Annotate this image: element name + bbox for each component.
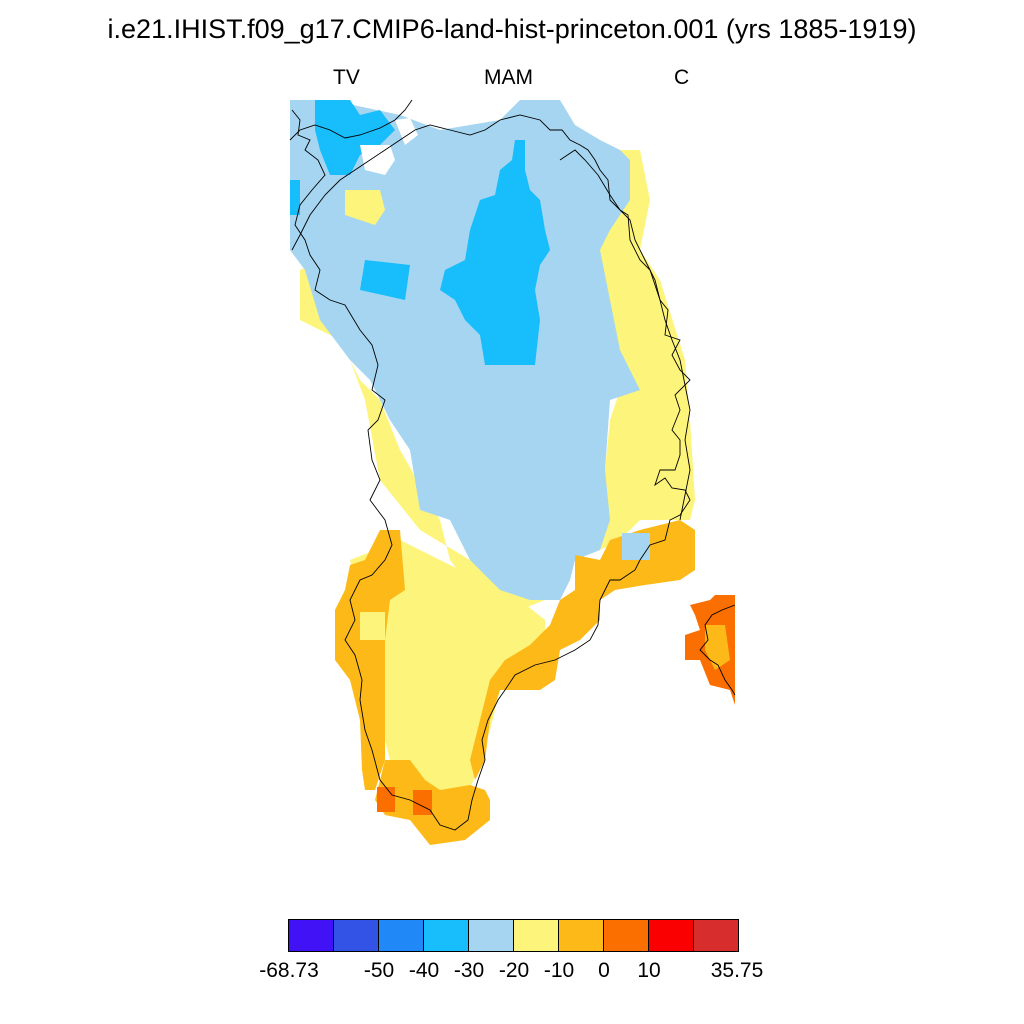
colorbar-swatch bbox=[558, 919, 604, 952]
region-blue-core bbox=[440, 140, 550, 365]
coastline-nw bbox=[289, 99, 413, 141]
coastline-iceland bbox=[699, 604, 736, 696]
colorbar-label: -68.73 bbox=[259, 959, 319, 982]
colorbar-swatch bbox=[288, 919, 334, 952]
colorbar-label: 35.75 bbox=[710, 959, 764, 982]
region-blue-edge bbox=[290, 180, 300, 215]
colorbar-swatch bbox=[603, 919, 649, 952]
colorbar-label: 0 bbox=[598, 959, 610, 982]
region-yellow-south bbox=[350, 540, 545, 800]
region-white-hole bbox=[360, 612, 385, 640]
colorbar-swatch bbox=[378, 919, 424, 952]
region-amber-iceland bbox=[705, 625, 730, 670]
region-gap-1 bbox=[360, 145, 395, 175]
region-blue-small bbox=[360, 260, 410, 300]
colorbar-swatch bbox=[333, 919, 379, 952]
colorbar-swatch bbox=[513, 919, 559, 952]
variable-label: TV bbox=[333, 66, 360, 89]
colorbar-label: -30 bbox=[453, 959, 485, 982]
region-amber-south bbox=[375, 760, 490, 845]
colorbar-label: -10 bbox=[543, 959, 575, 982]
colorbar-swatch bbox=[693, 919, 739, 952]
region-yellow-patch-n bbox=[345, 190, 385, 225]
season-label: MAM bbox=[484, 66, 533, 89]
region-lightblue bbox=[290, 100, 640, 600]
colorbar-swatch bbox=[423, 919, 469, 952]
region-blue-nw bbox=[315, 100, 395, 175]
region-amber-east bbox=[470, 520, 695, 780]
colorbar-label: -50 bbox=[363, 959, 395, 982]
coastline-greenland bbox=[291, 109, 691, 831]
colorbar-label: -20 bbox=[498, 959, 530, 982]
region-gap-2 bbox=[395, 118, 418, 145]
map-title: i.e21.IHIST.f09_g17.CMIP6-land-hist-prin… bbox=[107, 14, 917, 44]
region-orange-sw bbox=[377, 787, 395, 812]
colorbar-label: 10 bbox=[637, 959, 661, 982]
colorbar-swatch bbox=[468, 919, 514, 952]
colorbar-label: -40 bbox=[408, 959, 440, 982]
colorbar-swatch bbox=[648, 919, 694, 952]
coastline-east bbox=[559, 149, 691, 521]
units-label: C bbox=[674, 66, 690, 89]
region-lb-patch-e bbox=[622, 533, 650, 560]
